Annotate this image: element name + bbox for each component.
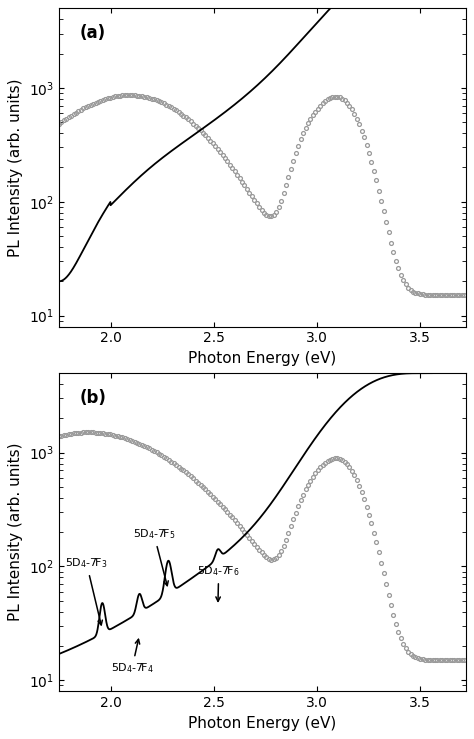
- Y-axis label: PL Intensity (arb. units): PL Intensity (arb. units): [9, 443, 23, 621]
- X-axis label: Photon Energy (eV): Photon Energy (eV): [188, 715, 337, 731]
- Y-axis label: PL Intensity (arb. units): PL Intensity (arb. units): [9, 78, 23, 256]
- Text: (b): (b): [79, 389, 106, 407]
- X-axis label: Photon Energy (eV): Photon Energy (eV): [188, 351, 337, 366]
- Text: 5D$_4$-7F$_5$: 5D$_4$-7F$_5$: [133, 528, 175, 586]
- Text: (a): (a): [79, 24, 105, 42]
- Text: 5D$_4$-7F$_4$: 5D$_4$-7F$_4$: [110, 639, 154, 675]
- Text: 5D$_4$-7F$_3$: 5D$_4$-7F$_3$: [65, 556, 108, 625]
- Text: 5D$_4$-7F$_6$: 5D$_4$-7F$_6$: [197, 565, 240, 602]
